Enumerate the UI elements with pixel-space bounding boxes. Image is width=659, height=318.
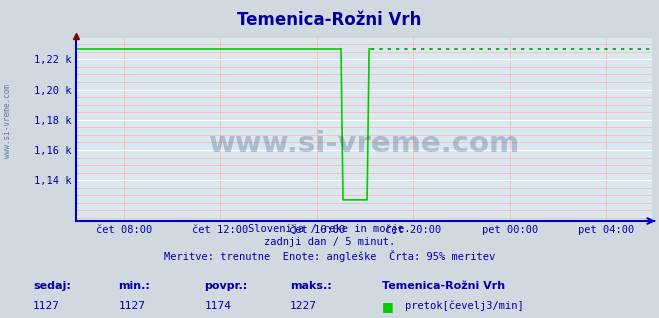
Text: maks.:: maks.: [290, 281, 331, 291]
Text: Temenica-Rožni Vrh: Temenica-Rožni Vrh [382, 281, 505, 291]
Text: 1127: 1127 [33, 301, 60, 310]
Text: pretok[čevelj3/min]: pretok[čevelj3/min] [405, 301, 524, 311]
Text: Temenica-Rožni Vrh: Temenica-Rožni Vrh [237, 11, 422, 29]
Text: Meritve: trenutne  Enote: angleške  Črta: 95% meritev: Meritve: trenutne Enote: angleške Črta: … [164, 250, 495, 262]
Text: Slovenija / reke in morje.: Slovenija / reke in morje. [248, 224, 411, 234]
Text: ■: ■ [382, 301, 394, 314]
Text: www.si-vreme.com: www.si-vreme.com [208, 130, 520, 158]
Text: min.:: min.: [119, 281, 150, 291]
Text: povpr.:: povpr.: [204, 281, 248, 291]
Text: zadnji dan / 5 minut.: zadnji dan / 5 minut. [264, 237, 395, 247]
Text: www.si-vreme.com: www.si-vreme.com [3, 84, 13, 158]
Text: 1227: 1227 [290, 301, 317, 310]
Text: 1174: 1174 [204, 301, 231, 310]
Text: sedaj:: sedaj: [33, 281, 71, 291]
Text: 1127: 1127 [119, 301, 146, 310]
